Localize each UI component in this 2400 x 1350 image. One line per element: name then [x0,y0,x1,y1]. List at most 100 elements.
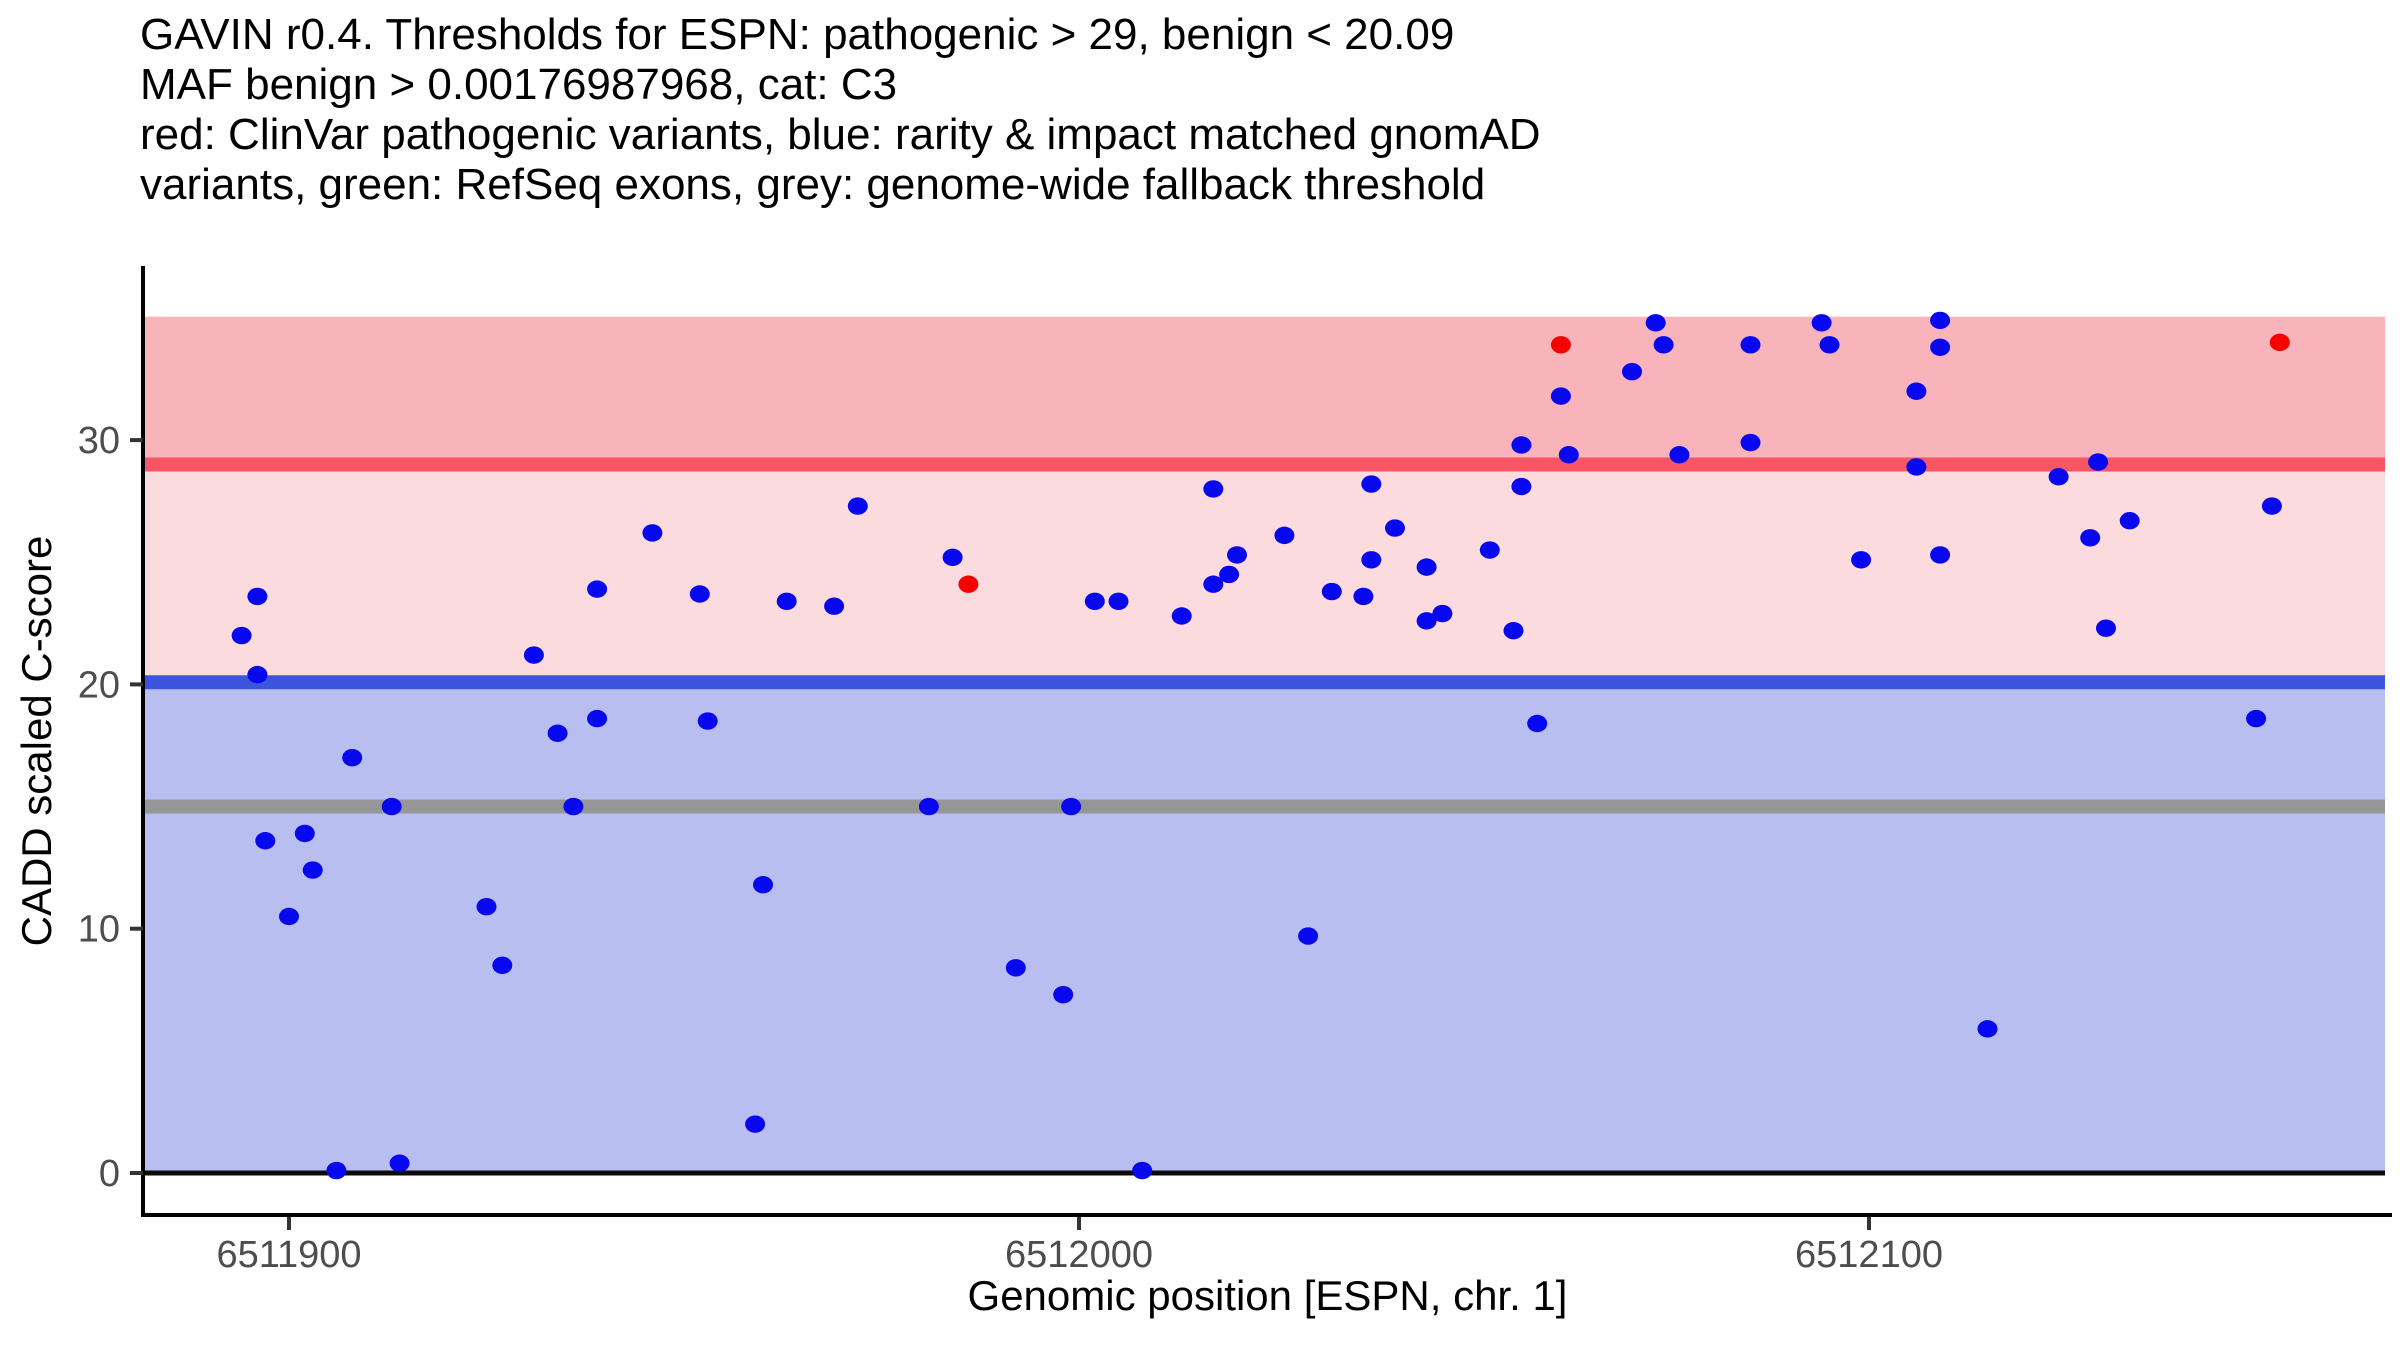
variant-point-blue [231,626,252,645]
variant-point-blue [1219,565,1240,584]
variant-point-blue [2096,619,2116,637]
variant-point-blue [247,587,268,606]
variant-point-blue [1930,546,1951,564]
variant-point-blue [255,832,276,850]
variant-point-blue [776,592,797,611]
variant-point-blue [1353,587,1374,606]
variant-point-blue [1061,797,1082,816]
variant-point-blue [342,748,363,767]
variant-point-blue [824,597,845,615]
variant-point-blue [1669,446,1690,464]
variant-point-blue [563,797,584,816]
variant-point-blue [2119,512,2140,530]
variant-point-blue [1930,338,1951,356]
variant-point-blue [279,907,299,926]
variant-point-blue [1977,1020,1998,1038]
variant-point-blue [1108,592,1129,611]
variant-point-blue [1274,526,1295,545]
x-tick-label: 6511900 [216,1234,361,1276]
plot-title-line1: GAVIN r0.4. Thresholds for ESPN: pathoge… [140,10,1455,59]
variant-point-blue [753,876,773,894]
plot-title-line4: variants, green: RefSeq exons, grey: gen… [140,160,1486,209]
variant-point-blue [689,585,710,603]
variant-point-blue [389,1154,410,1172]
x-axis-title: Genomic position [ESPN, chr. 1] [967,1272,1568,1319]
variant-point-blue [1527,714,1548,733]
variant-point-blue [745,1115,766,1133]
variant-point-blue [2246,709,2267,728]
vus-band [143,464,2385,683]
variant-point-blue [1906,458,1927,476]
variant-point-blue [326,1161,347,1180]
y-tick-label: 20 [78,664,120,706]
variant-point-blue [381,797,402,816]
x-tick-label: 6512100 [1795,1234,1943,1276]
variant-point-blue [1361,551,1382,569]
variant-point-blue [1511,436,1532,454]
variant-point-blue [1084,592,1105,611]
variant-point-blue [1203,480,1224,498]
variant-point-blue [1503,621,1524,640]
variant-point-blue [1053,985,1074,1004]
variant-point-blue [2080,529,2101,547]
variant-point-blue [942,548,963,567]
variant-point-blue [1550,387,1571,405]
variant-point-blue [294,824,315,843]
variant-point-red [958,575,979,593]
variant-point-blue [1416,558,1437,576]
variant-point-blue [492,956,513,975]
variant-point-blue [1819,336,1840,354]
variant-point-blue [1558,446,1579,464]
variant-point-blue [1005,959,1026,977]
variant-point-blue [587,580,608,598]
variant-point-blue [1511,477,1532,496]
variant-point-blue [847,497,868,515]
variant-point-blue [1740,433,1761,452]
y-tick-label: 10 [78,909,120,951]
variant-point-red [1550,336,1571,354]
x-tick-label: 6512000 [1005,1234,1153,1276]
plot-title-line2: MAF benign > 0.00176987968, cat: C3 [140,60,898,109]
variant-point-blue [1432,604,1453,623]
y-tick-label: 30 [78,420,120,462]
variant-point-blue [1479,541,1500,559]
variant-point-blue [247,665,268,684]
variant-point-blue [1171,607,1192,625]
y-axis-title: CADD scaled C-score [13,535,60,947]
variant-point-blue [302,861,323,879]
variant-point-blue [1298,927,1319,945]
variant-point-blue [547,724,568,742]
variant-point-blue [1851,551,1872,569]
variant-point-blue [1227,546,1247,564]
plot-title: GAVIN r0.4. Thresholds for ESPN: pathoge… [140,10,1541,210]
variant-point-blue [1203,575,1224,593]
variant-point-blue [1416,612,1437,630]
variant-point-blue [1811,314,1832,332]
variant-point-blue [2261,497,2282,515]
variant-point-blue [523,646,544,664]
variant-point-blue [642,524,663,542]
variant-point-red [2269,333,2290,352]
variant-point-blue [587,709,608,728]
benign-band [143,682,2385,1173]
variant-point-blue [2088,453,2109,471]
y-tick-label: 0 [99,1153,120,1195]
variant-point-blue [1622,362,1642,381]
plot-title-line3: red: ClinVar pathogenic variants, blue: … [140,110,1541,159]
variant-point-blue [918,797,939,816]
variant-point-blue [2048,468,2069,486]
variant-point-blue [476,898,497,916]
variant-point-blue [1645,314,1666,332]
variant-point-blue [1930,311,1951,330]
variant-point-blue [1385,519,1405,537]
variant-point-blue [697,712,718,730]
variant-point-blue [1361,475,1382,493]
variant-point-blue [1653,336,1674,354]
variant-point-blue [1906,382,1927,400]
pathogenic-band [143,316,2385,465]
variant-point-blue [1132,1161,1153,1180]
variant-point-blue [1321,582,1342,601]
variant-point-blue [1740,336,1761,354]
